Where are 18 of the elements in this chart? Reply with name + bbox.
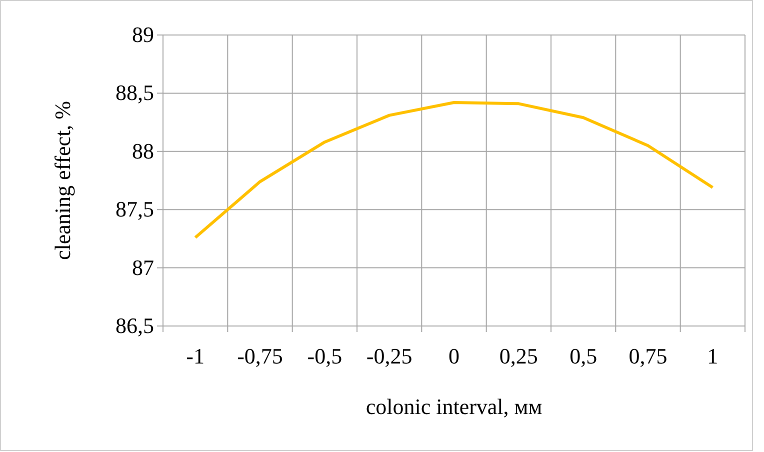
y-tick-label: 87,5 <box>116 196 154 222</box>
y-tick-label: 88,5 <box>116 80 154 106</box>
y-tick-label: 87 <box>132 254 154 280</box>
x-tick-label: 0 <box>448 344 460 369</box>
x-tick-label: -1 <box>186 344 204 369</box>
x-tick-label: -0,25 <box>366 344 412 369</box>
x-tick-label: 0,75 <box>628 344 668 369</box>
x-tick-label: 0,25 <box>499 344 538 369</box>
y-tick-label: 88 <box>132 138 154 164</box>
x-axis-title: colonic interval, мм <box>366 394 542 419</box>
x-tick-label: -0,75 <box>237 344 283 369</box>
x-tick-label: -0,5 <box>307 344 342 369</box>
y-tick-label: 86,5 <box>116 313 154 338</box>
x-tick-label: 1 <box>707 344 718 369</box>
x-tick-label: 0,5 <box>570 344 598 369</box>
y-axis-title: cleaning effect, % <box>50 100 75 260</box>
line-series <box>194 101 714 240</box>
y-tick-label: 89 <box>132 22 154 48</box>
